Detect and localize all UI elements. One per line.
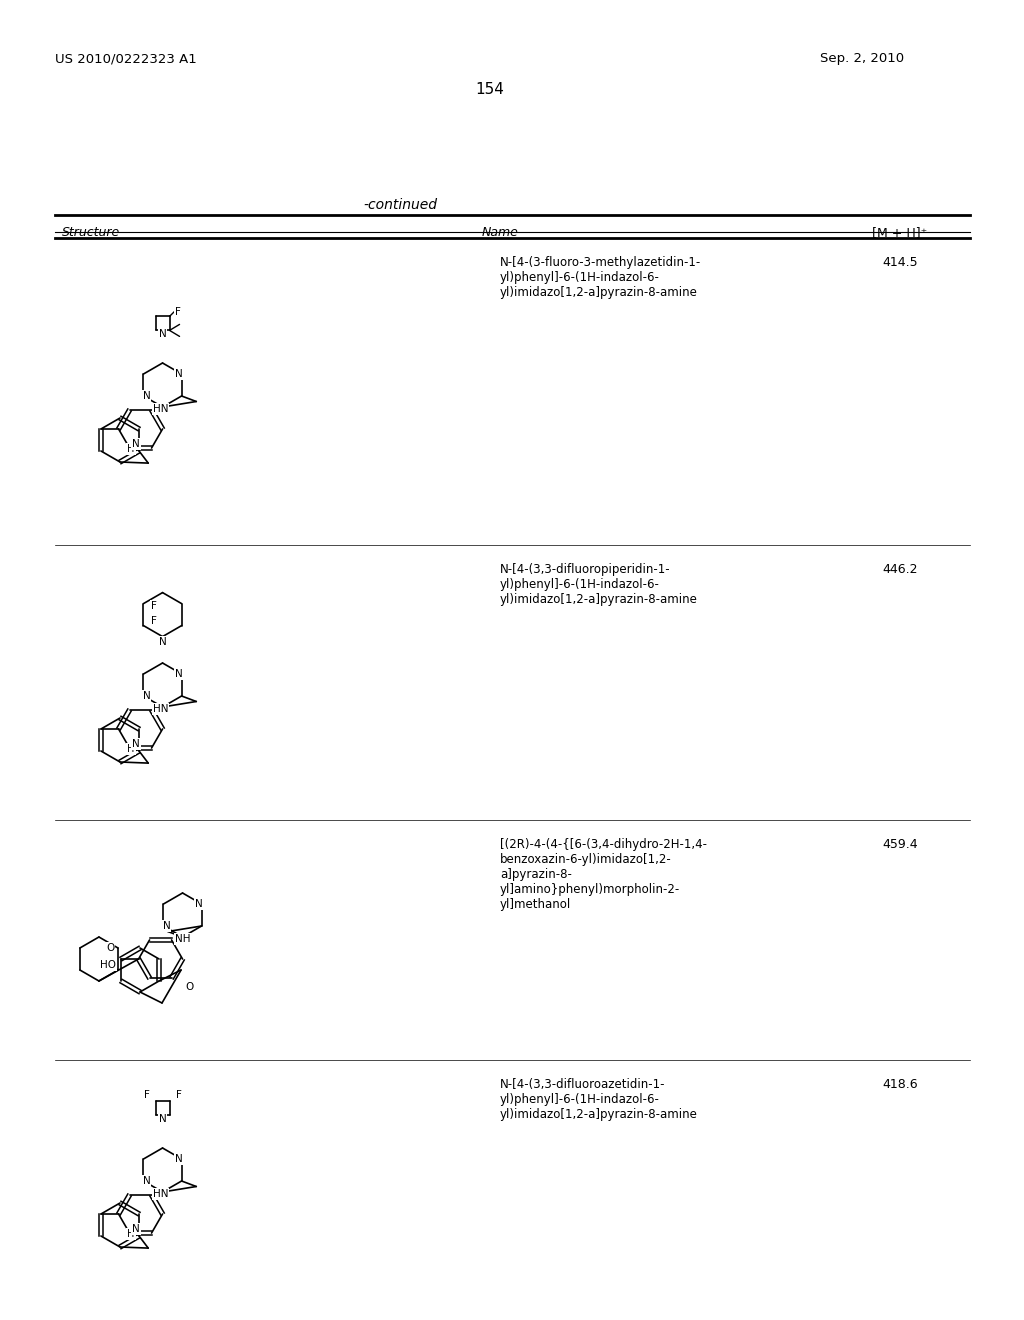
- Text: N-[4-(3,3-difluoropiperidin-1-: N-[4-(3,3-difluoropiperidin-1-: [500, 564, 671, 576]
- Text: N: N: [175, 1154, 182, 1164]
- Text: yl)phenyl]-6-(1H-indazol-6-: yl)phenyl]-6-(1H-indazol-6-: [500, 1093, 659, 1106]
- Text: Structure: Structure: [62, 226, 120, 239]
- Text: a]pyrazin-8-: a]pyrazin-8-: [500, 869, 571, 880]
- Text: yl)phenyl]-6-(1H-indazol-6-: yl)phenyl]-6-(1H-indazol-6-: [500, 578, 659, 591]
- Text: yl]amino}phenyl)morpholin-2-: yl]amino}phenyl)morpholin-2-: [500, 883, 680, 896]
- Text: N: N: [132, 739, 140, 748]
- Text: benzoxazin-6-yl)imidazo[1,2-: benzoxazin-6-yl)imidazo[1,2-: [500, 853, 672, 866]
- Text: 414.5: 414.5: [883, 256, 918, 269]
- Text: N: N: [142, 690, 151, 701]
- Text: N: N: [159, 330, 167, 339]
- Text: [(2R)-4-(4-{[6-(3,4-dihydro-2H-1,4-: [(2R)-4-(4-{[6-(3,4-dihydro-2H-1,4-: [500, 838, 707, 851]
- Text: yl)imidazo[1,2-a]pyrazin-8-amine: yl)imidazo[1,2-a]pyrazin-8-amine: [500, 593, 698, 606]
- Text: N: N: [159, 1114, 167, 1125]
- Text: HO: HO: [100, 960, 116, 970]
- Text: N: N: [163, 921, 170, 931]
- Text: F: F: [175, 308, 180, 317]
- Text: HN: HN: [153, 1189, 168, 1199]
- Text: O: O: [185, 982, 194, 991]
- Text: F: F: [175, 1090, 181, 1101]
- Text: NH: NH: [175, 935, 190, 944]
- Text: Sep. 2, 2010: Sep. 2, 2010: [820, 51, 904, 65]
- Text: 459.4: 459.4: [883, 838, 918, 851]
- Text: 154: 154: [475, 82, 505, 96]
- Text: [M + H]⁺: [M + H]⁺: [872, 226, 928, 239]
- Text: H: H: [127, 1229, 135, 1239]
- Text: HN: HN: [153, 404, 168, 414]
- Text: yl]methanol: yl]methanol: [500, 898, 571, 911]
- Text: N: N: [142, 1176, 151, 1185]
- Text: N: N: [195, 899, 203, 909]
- Text: N: N: [132, 1224, 140, 1234]
- Text: yl)imidazo[1,2-a]pyrazin-8-amine: yl)imidazo[1,2-a]pyrazin-8-amine: [500, 1107, 698, 1121]
- Text: N: N: [175, 370, 182, 379]
- Text: O: O: [105, 942, 114, 953]
- Text: -continued: -continued: [362, 198, 437, 213]
- Text: N: N: [159, 636, 167, 647]
- Text: 418.6: 418.6: [883, 1078, 918, 1092]
- Text: N: N: [132, 440, 140, 449]
- Text: F: F: [151, 601, 157, 611]
- Text: N: N: [175, 669, 182, 678]
- Text: yl)phenyl]-6-(1H-indazol-6-: yl)phenyl]-6-(1H-indazol-6-: [500, 271, 659, 284]
- Text: HN: HN: [153, 704, 168, 714]
- Text: US 2010/0222323 A1: US 2010/0222323 A1: [55, 51, 197, 65]
- Text: H: H: [127, 744, 135, 754]
- Text: 446.2: 446.2: [883, 564, 918, 576]
- Text: F: F: [143, 1090, 150, 1101]
- Text: N-[4-(3,3-difluoroazetidin-1-: N-[4-(3,3-difluoroazetidin-1-: [500, 1078, 666, 1092]
- Text: N-[4-(3-fluoro-3-methylazetidin-1-: N-[4-(3-fluoro-3-methylazetidin-1-: [500, 256, 701, 269]
- Text: yl)imidazo[1,2-a]pyrazin-8-amine: yl)imidazo[1,2-a]pyrazin-8-amine: [500, 286, 698, 300]
- Text: Name: Name: [481, 226, 518, 239]
- Text: F: F: [151, 615, 157, 626]
- Text: H: H: [127, 444, 135, 454]
- Text: N: N: [142, 391, 151, 401]
